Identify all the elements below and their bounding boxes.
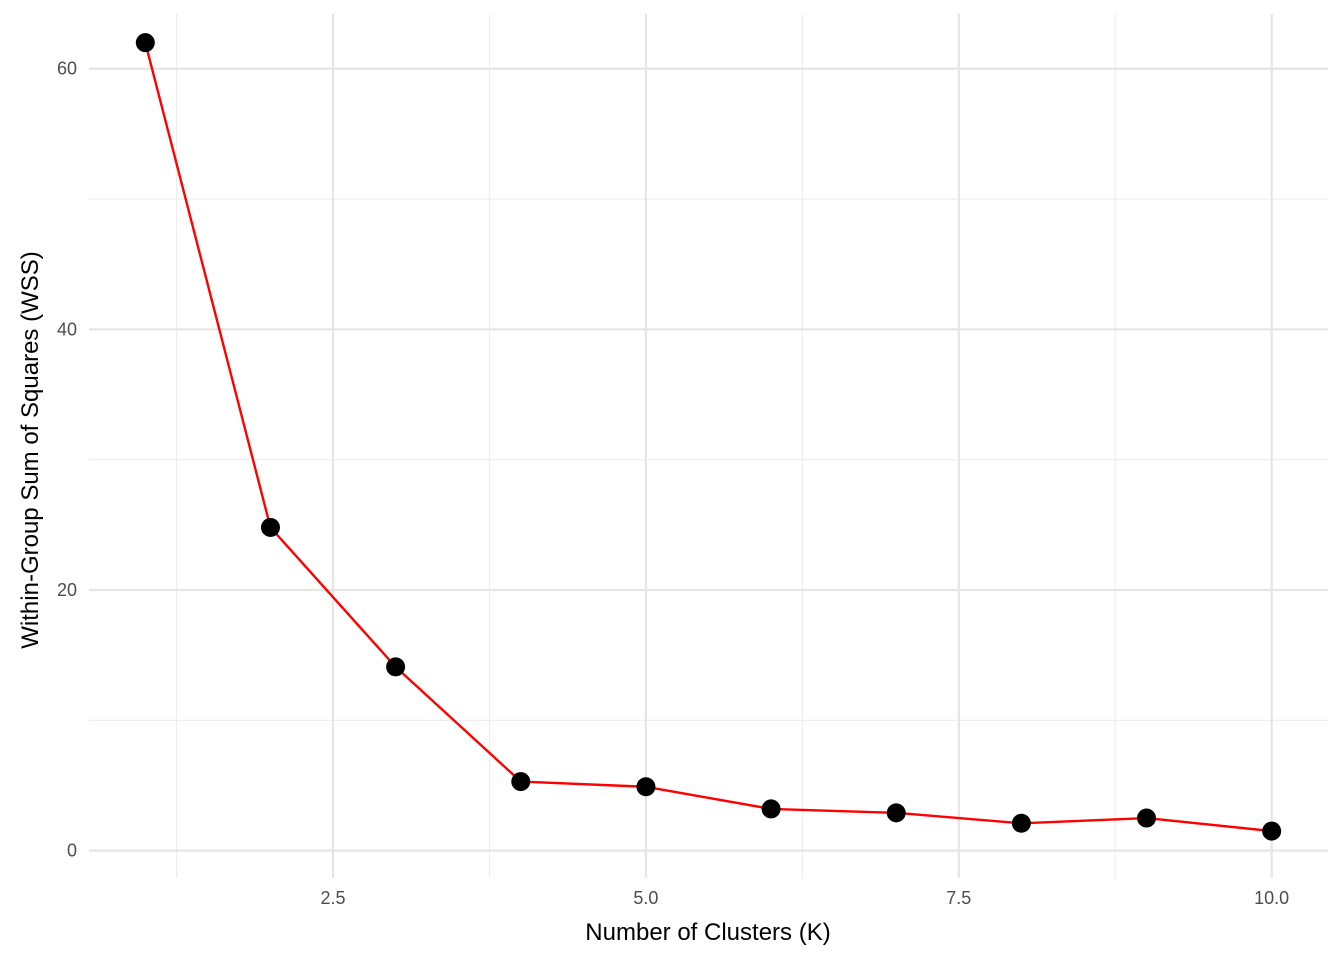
tick-labels: 2.5 5.0 7.5 10.0 0 20 40 60 [57,59,1289,908]
data-point [386,657,406,677]
data-point [135,33,155,53]
x-axis-title: Number of Clusters (K) [585,919,830,946]
x-tick-label: 5.0 [633,888,658,908]
minor-gridlines [89,14,1328,878]
data-point [1262,821,1282,841]
y-tick-label: 60 [57,59,77,79]
y-tick-label: 0 [67,841,77,861]
x-tick-label: 7.5 [946,888,971,908]
data-point [636,777,656,797]
data-point [1011,813,1031,833]
series-line [144,42,1272,833]
y-tick-label: 40 [57,319,77,339]
major-gridlines [89,14,1328,878]
data-point [886,803,906,823]
y-axis-title: Within-Group Sum of Squares (WSS) [17,251,44,648]
data-point [260,517,280,537]
x-tick-label: 2.5 [321,888,346,908]
data-point [761,799,781,819]
series-layer [135,33,1282,841]
x-tick-label: 10.0 [1254,888,1289,908]
data-point [1137,808,1157,828]
y-tick-label: 20 [57,580,77,600]
data-point [511,772,531,792]
